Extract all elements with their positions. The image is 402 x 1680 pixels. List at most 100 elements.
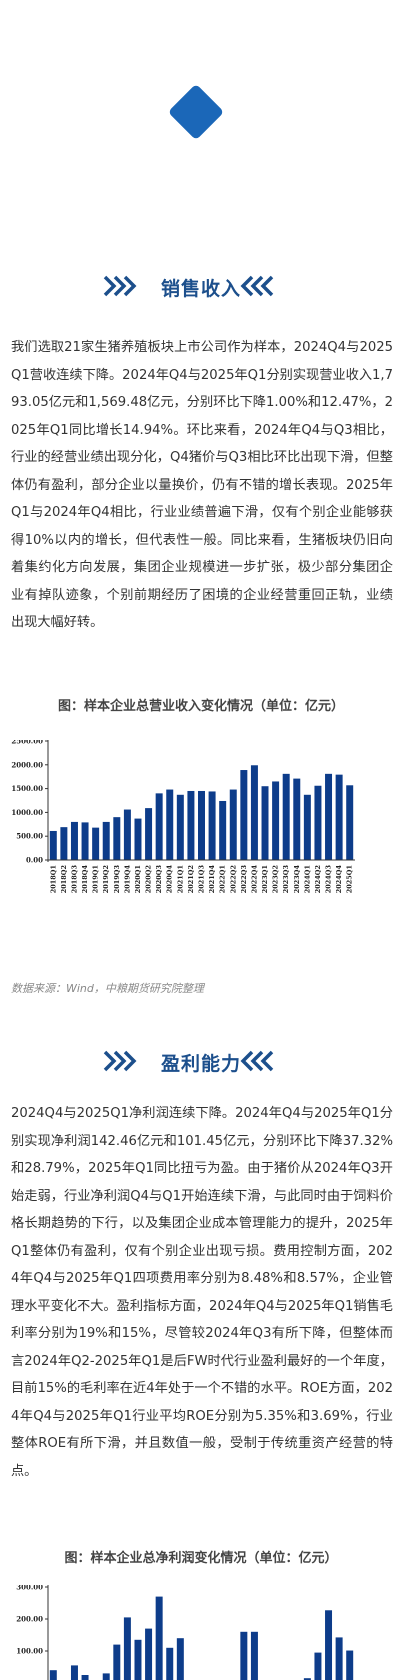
bar	[123, 809, 131, 860]
x-tick-label: 2018Q3	[70, 865, 78, 894]
bar	[102, 821, 110, 860]
bar	[229, 789, 237, 860]
bar	[102, 1673, 110, 1680]
x-tick-label: 2021Q4	[208, 865, 216, 894]
bar	[155, 793, 163, 860]
bar	[81, 822, 89, 860]
x-tick-label: 2022Q1	[219, 865, 227, 893]
bar	[303, 1678, 311, 1680]
x-tick-label: 2020Q1	[134, 865, 142, 893]
x-tick-label: 2018Q2	[60, 865, 68, 893]
chevron-right-icon	[103, 275, 137, 297]
y-tick-label: 1000.00	[11, 808, 43, 817]
y-tick-label: 2000.00	[11, 760, 43, 769]
chart-caption-profit: 图：样本企业总净利润变化情况（单位：亿元）	[64, 1551, 338, 1566]
chevron-right-icon	[103, 1050, 137, 1072]
x-tick-label: 2020Q4	[166, 865, 174, 894]
bar	[272, 781, 280, 860]
bar	[166, 789, 174, 860]
bar	[81, 1675, 89, 1680]
bar	[314, 785, 322, 860]
bar	[70, 1665, 78, 1680]
bar	[113, 1644, 121, 1680]
x-tick-label: 2023Q4	[293, 865, 301, 894]
bar	[166, 1647, 174, 1680]
bar	[187, 790, 195, 860]
y-tick-label: 200.00	[16, 1615, 43, 1624]
bar	[49, 830, 57, 860]
bar	[123, 1617, 131, 1680]
x-tick-label: 2023Q3	[282, 865, 290, 894]
bar	[261, 786, 269, 860]
data-source-note: 数据来源：Wind，中粮期货研究院整理	[11, 982, 204, 995]
section-title: 销售收入	[160, 278, 241, 300]
profit-paragraph: 2024Q4与2025Q1净利润连续下降。2024年Q4与2025年Q1分别实现…	[11, 1106, 393, 1479]
bar	[49, 1670, 57, 1680]
x-tick-label: 2022Q2	[229, 865, 237, 893]
y-tick-label: 0.00	[26, 856, 43, 865]
chevron-left-icon	[240, 1050, 274, 1072]
section-heading-sales: 销售收入	[0, 270, 402, 304]
x-tick-label: 2018Q4	[81, 865, 89, 894]
bar	[335, 1637, 343, 1680]
x-tick-label: 2021Q2	[187, 865, 195, 893]
bar	[70, 821, 78, 860]
bar	[240, 1631, 248, 1680]
y-tick-label: 2500.00	[11, 740, 43, 746]
bar	[176, 1638, 184, 1680]
bar	[346, 1650, 354, 1680]
bar	[134, 1639, 142, 1680]
bar	[250, 765, 258, 860]
bar	[208, 791, 216, 860]
bar	[155, 1596, 163, 1680]
bar	[92, 827, 100, 860]
net-profit-bar-chart: 100.00 200.00 300.00	[16, 1585, 354, 1680]
bar	[335, 774, 343, 860]
x-tick-label: 2020Q2	[145, 865, 153, 893]
y-tick-label: 300.00	[16, 1585, 43, 1592]
x-tick-label: 2024Q3	[325, 865, 333, 894]
chevron-left-icon	[240, 275, 274, 297]
y-tick-label: 1500.00	[11, 784, 43, 793]
bar	[282, 773, 290, 860]
y-tick-label: 500.00	[16, 832, 43, 841]
x-tick-label: 2019Q2	[102, 865, 110, 893]
bar	[145, 1628, 153, 1680]
x-tick-label: 2021Q1	[176, 865, 184, 893]
bar	[60, 827, 68, 860]
x-tick-label: 2022Q3	[240, 865, 248, 894]
section-heading-profit: 盈利能力	[0, 1045, 402, 1079]
sales-paragraph: 我们选取21家生猪养殖板块上市公司作为样本，2024Q4与2025Q1营收连续下…	[11, 340, 393, 630]
bar	[293, 778, 301, 860]
bar	[240, 770, 248, 860]
bar	[325, 1610, 333, 1680]
bar	[325, 773, 333, 860]
bar	[346, 785, 354, 860]
y-tick-label: 100.00	[16, 1647, 43, 1656]
bar	[314, 1652, 322, 1680]
x-tick-label: 2023Q1	[261, 865, 269, 893]
x-tick-label: 2019Q1	[92, 865, 100, 893]
x-tick-label: 2020Q3	[155, 865, 163, 894]
x-tick-label: 2024Q1	[303, 865, 311, 893]
bar	[145, 808, 153, 860]
x-tick-label: 2019Q4	[123, 865, 131, 894]
bar	[176, 794, 184, 860]
x-tick-label: 2018Q1	[49, 865, 57, 893]
x-tick-label: 2021Q3	[198, 865, 206, 894]
bar	[113, 817, 121, 860]
bar	[134, 818, 142, 860]
x-tick-label: 2019Q3	[113, 865, 121, 894]
x-tick-label: 2022Q4	[250, 865, 258, 894]
revenue-bar-chart: 0.00 500.00 1000.00 1500.00 2000.00 2500.00 20…	[11, 740, 355, 894]
bar	[219, 800, 227, 860]
x-tick-label: 2024Q4	[335, 865, 343, 894]
section-title: 盈利能力	[160, 1053, 241, 1075]
x-tick-label: 2025Q1	[346, 865, 354, 893]
chart-caption-revenue: 图：样本企业总营业收入变化情况（单位：亿元）	[57, 699, 344, 714]
bar	[198, 790, 205, 860]
diamond-logo-icon	[167, 83, 225, 141]
bar	[303, 794, 311, 860]
bar	[250, 1631, 258, 1680]
x-tick-label: 2024Q2	[314, 865, 322, 893]
